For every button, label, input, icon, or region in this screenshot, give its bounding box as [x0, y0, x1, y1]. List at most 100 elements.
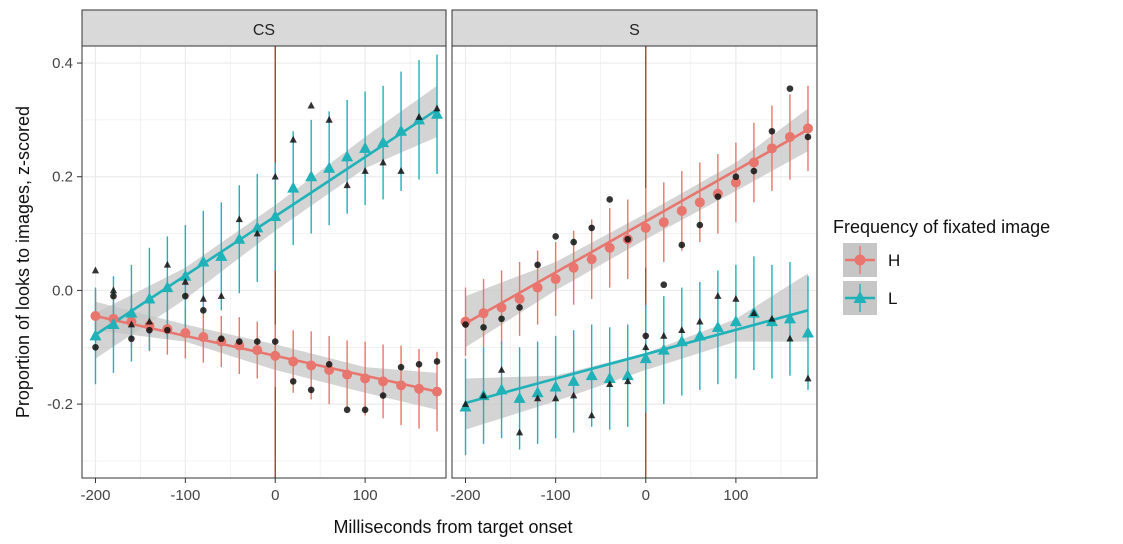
raw-point-l	[714, 292, 722, 299]
point-l	[603, 372, 616, 384]
raw-point-h	[253, 338, 261, 345]
point-h	[604, 242, 615, 253]
legend-key-circle	[854, 254, 866, 266]
raw-point-l	[461, 400, 470, 407]
x-tick-label: -100	[170, 487, 200, 504]
point-h	[342, 369, 353, 380]
point-h	[694, 197, 705, 208]
raw-point-l	[786, 334, 794, 342]
point-h	[432, 386, 443, 397]
raw-point-l	[127, 320, 136, 328]
plot-background	[82, 46, 446, 478]
point-l	[729, 315, 742, 327]
raw-point-l	[397, 167, 405, 174]
raw-point-h	[534, 261, 541, 269]
legend-key-triangle	[853, 291, 867, 303]
point-l	[585, 369, 598, 381]
y-tick-label: -0.2	[47, 396, 73, 413]
raw-point-l	[253, 229, 261, 237]
panels: CS -200 -100 0 100 -0.2 0.0 0.2 0.4 S -200 -100 0 100	[47, 9, 818, 504]
facet-strip	[451, 9, 818, 47]
y-tick-label: 0.0	[52, 282, 73, 299]
raw-point-h	[750, 167, 758, 175]
raw-point-h	[325, 361, 333, 368]
raw-point-h	[588, 224, 595, 232]
point-l	[495, 383, 508, 395]
x-tick-label: -100	[541, 487, 571, 504]
raw-point-h	[92, 343, 99, 351]
raw-point-l	[325, 115, 333, 123]
raw-point-h	[397, 363, 405, 371]
point-l	[269, 210, 282, 222]
fit-line-l	[465, 309, 809, 405]
point-h	[496, 302, 507, 313]
legend-label: H	[888, 251, 900, 270]
point-l	[161, 281, 174, 293]
point-l	[107, 318, 120, 330]
raw-point-h	[786, 85, 794, 92]
raw-point-l	[497, 366, 506, 373]
raw-point-l	[624, 377, 632, 385]
raw-point-h	[498, 315, 505, 323]
raw-point-h	[182, 292, 189, 300]
raw-point-h	[235, 338, 243, 345]
point-h	[180, 328, 191, 339]
raw-point-l	[415, 113, 423, 120]
raw-point-h	[200, 307, 207, 314]
point-h	[586, 254, 597, 265]
raw-point-h	[678, 241, 686, 249]
panel-s: S -200 -100 0 100	[451, 9, 818, 504]
point-l	[323, 161, 336, 173]
raw-point-h	[433, 358, 441, 365]
point-h	[532, 282, 543, 293]
point-h	[414, 383, 425, 394]
raw-point-l	[750, 309, 758, 316]
point-h	[550, 274, 561, 285]
point-h	[658, 217, 669, 228]
raw-point-h	[343, 406, 351, 414]
raw-point-l	[307, 101, 315, 109]
x-tick-label: -200	[451, 487, 481, 504]
point-l	[233, 232, 246, 244]
point-h	[802, 123, 813, 134]
raw-point-l	[199, 294, 207, 302]
point-l	[801, 326, 814, 338]
raw-point-l	[515, 428, 524, 436]
raw-point-l	[181, 277, 189, 285]
raw-point-l	[804, 374, 812, 382]
point-h	[640, 222, 651, 233]
fit-line-l	[94, 108, 438, 336]
point-l	[783, 312, 796, 324]
point-l	[251, 221, 264, 233]
point-l	[341, 150, 354, 162]
raw-point-l	[606, 380, 614, 388]
raw-point-h	[714, 193, 722, 200]
raw-point-l	[91, 266, 100, 274]
raw-point-h	[732, 173, 740, 181]
raw-point-h	[271, 338, 279, 345]
panel-border	[81, 45, 447, 479]
point-l	[513, 391, 526, 403]
point-l	[531, 386, 544, 398]
point-h	[90, 311, 101, 321]
point-l	[711, 320, 724, 332]
x-tick-label: -200	[80, 487, 110, 504]
raw-point-h	[164, 326, 171, 334]
point-h	[360, 373, 371, 384]
legend: Frequency of fixated image HL	[833, 217, 1050, 315]
point-l	[431, 107, 444, 119]
point-l	[395, 124, 408, 136]
x-tick-label: 0	[271, 487, 279, 504]
raw-point-h	[289, 378, 297, 385]
panel-cs: CS -200 -100 0 100 -0.2 0.0 0.2 0.4	[47, 9, 447, 504]
point-l	[89, 329, 102, 341]
raw-point-l	[534, 394, 542, 402]
point-h	[748, 157, 759, 168]
point-h	[252, 345, 263, 356]
raw-point-h	[462, 321, 469, 328]
legend-entry-h: H	[843, 243, 900, 277]
point-h	[378, 376, 389, 387]
raw-point-l	[588, 411, 596, 419]
point-l	[549, 380, 562, 392]
raw-point-h	[146, 326, 153, 334]
